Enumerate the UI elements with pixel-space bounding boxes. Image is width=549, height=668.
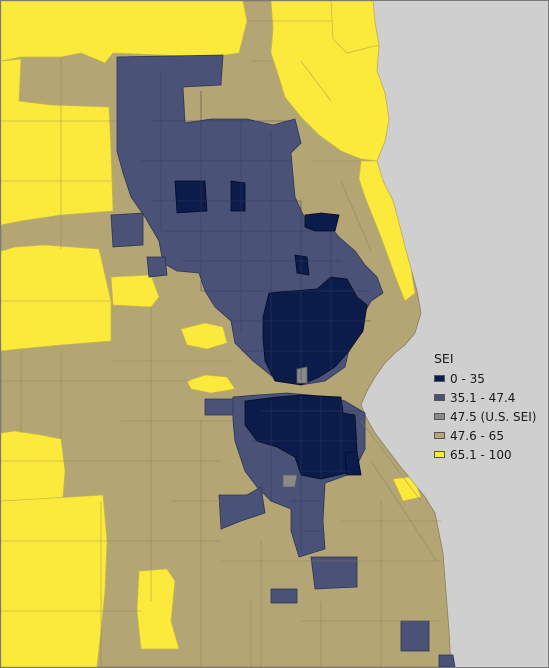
legend-swatch (434, 375, 445, 382)
tract-west-small (110, 212, 144, 248)
tract-south-block-2 (270, 588, 298, 604)
legend-swatch (434, 432, 445, 439)
tract-central-small-3 (186, 374, 236, 394)
tract-region-southwest (1, 494, 108, 667)
tract-north-dark-2 (230, 180, 246, 212)
tract-region-northwest (1, 1, 248, 64)
tract-south-block-1 (310, 556, 358, 590)
tract-south-dark-small (344, 450, 362, 476)
legend-item: 0 - 35 (434, 369, 536, 388)
legend-label: 47.6 - 65 (450, 428, 504, 443)
legend-title: SEI (434, 351, 454, 366)
tract-gray-1 (282, 474, 298, 488)
legend-item: 65.1 - 100 (434, 445, 536, 464)
legend-swatch (434, 394, 445, 401)
legend-label: 47.5 (U.S. SEI) (450, 409, 537, 424)
tract-west-central-small (204, 398, 234, 416)
legend-label: 0 - 35 (450, 371, 485, 386)
tract-southeast-block (400, 620, 430, 652)
tract-gray-2 (296, 366, 308, 384)
tract-north-dark-4 (294, 254, 310, 276)
tract-south-small (136, 568, 180, 650)
tract-boundaries (1, 20, 441, 667)
tract-region-west-2 (1, 244, 112, 352)
tract-southwest-block (218, 486, 266, 530)
legend-swatch (434, 451, 445, 458)
tract-west-small-2 (146, 256, 168, 278)
tract-central-small-1 (110, 274, 160, 308)
legend-label: 65.1 - 100 (450, 447, 512, 462)
tract-north-dark-3 (304, 212, 340, 232)
legend-item: 47.5 (U.S. SEI) (434, 407, 536, 426)
tract-northeast-small (330, 1, 380, 54)
tract-lakeshore-south (392, 476, 422, 502)
tract-lakeshore-strip (358, 160, 416, 302)
legend-swatch (434, 413, 445, 420)
tract-north-dark-1 (174, 180, 208, 214)
legend-label: 35.1 - 47.4 (450, 390, 516, 405)
dark-tract-boundaries (141, 71, 371, 551)
tracts-us-average (282, 366, 308, 488)
tract-corner-block (438, 654, 456, 667)
map-legend: SEI 0 - 35 35.1 - 47.4 47.5 (U.S. SEI) 4… (434, 351, 536, 464)
tracts-high-sei (1, 1, 422, 667)
legend-item: 35.1 - 47.4 (434, 388, 536, 407)
tract-region-west-3 (1, 430, 66, 506)
tract-region-west-1 (1, 58, 114, 226)
tract-central-small-2 (180, 322, 228, 350)
legend-item: 47.6 - 65 (434, 426, 536, 445)
